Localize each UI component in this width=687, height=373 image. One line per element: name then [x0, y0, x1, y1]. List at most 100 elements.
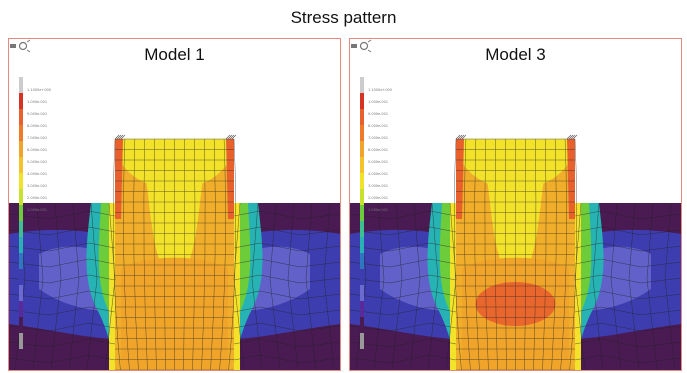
legend-color-swatch	[360, 125, 364, 141]
mesh-line-vertical	[153, 138, 157, 370]
support-hatch	[231, 134, 237, 140]
mesh-line-substrate	[350, 290, 457, 300]
legend-value-label: 2.000e-001	[27, 196, 47, 200]
legend-value-label: 1.000e-001	[368, 100, 388, 104]
eye-icon[interactable]	[9, 39, 31, 53]
mesh-line-substrate	[9, 306, 116, 316]
mesh-grid	[350, 138, 681, 370]
model-1-panel: Model 1 1.1000e+000 1.000e-001 9.000e-001 8…	[8, 38, 341, 371]
legend-color-swatch	[360, 93, 364, 109]
mesh-line-vertical	[464, 138, 471, 370]
mesh-line-substrate	[9, 322, 116, 332]
legend-color-swatch	[360, 285, 364, 301]
mesh-line-vertical	[453, 138, 462, 370]
mesh-line-substrate	[350, 274, 457, 284]
mesh-line-vertical	[569, 138, 578, 370]
mesh-line-substrate	[574, 322, 681, 332]
mesh-line-substrate	[350, 210, 457, 220]
right-corner-stress	[226, 139, 234, 219]
mesh-line-vertical	[542, 138, 547, 370]
mesh-line-substrate	[350, 306, 457, 316]
legend-value-label: 7.000e-001	[27, 136, 47, 140]
support-hatch	[229, 134, 235, 140]
mesh-line-substrate	[350, 258, 457, 268]
legend-color-swatch	[19, 237, 23, 253]
legend-value-label: 2.000e-001	[368, 196, 388, 200]
support-hatch	[461, 134, 467, 140]
mesh-line-substrate	[233, 354, 340, 364]
legend-color-swatch	[360, 317, 364, 333]
legend-color-swatch	[360, 205, 364, 221]
mesh-line-substrate	[50, 202, 62, 370]
mesh-line-substrate	[233, 210, 340, 220]
mesh-line-substrate	[233, 258, 340, 268]
legend-value-label: 1.000e-001	[27, 208, 47, 212]
legend-value-label: 5.000e-001	[368, 160, 388, 164]
stress-contour-plot: 1.1000e+000 1.000e-001 9.000e-001 8.000e-00…	[9, 77, 340, 370]
figure-title: Stress pattern	[290, 8, 397, 27]
legend-color-swatch	[360, 157, 364, 173]
mesh-line-substrate	[574, 338, 681, 348]
mesh-line-substrate	[323, 202, 335, 370]
mesh-line-substrate	[391, 202, 403, 370]
mesh-line-substrate	[373, 202, 385, 370]
legend-color-swatch	[19, 189, 23, 205]
legend-color-swatch	[19, 221, 23, 237]
mesh-grid	[9, 138, 340, 370]
eye-icon[interactable]	[350, 39, 372, 53]
support-hatch	[459, 134, 465, 140]
mesh-line-vertical	[484, 138, 489, 370]
legend-value-label: 3.000e-001	[368, 184, 388, 188]
mesh-line-substrate	[664, 202, 676, 370]
support-hatch	[572, 134, 578, 140]
mesh-line-substrate	[350, 338, 457, 348]
mesh-line-substrate	[233, 322, 340, 332]
boundary-support	[114, 134, 237, 140]
support-hatch	[116, 134, 122, 140]
color-legend: 1.1000e+000 1.000e-001 9.000e-001 8.000e-00…	[360, 77, 392, 349]
legend-color-swatch	[360, 269, 364, 285]
mesh-line-substrate	[610, 202, 622, 370]
legend-color-swatch	[19, 253, 23, 269]
legend-value-label: 6.000e-001	[27, 148, 47, 152]
support-hatch	[227, 134, 233, 140]
model-1-title: Model 1	[144, 45, 205, 64]
mesh-line-substrate	[592, 202, 604, 370]
legend-value-label: 6.000e-001	[368, 148, 388, 152]
mesh-line-substrate	[287, 202, 299, 370]
mesh-line-substrate	[409, 202, 421, 370]
legend-value-label: 9.000e-001	[368, 112, 388, 116]
mesh-line-substrate	[427, 202, 439, 370]
legend-value-label: 3.000e-001	[27, 184, 47, 188]
legend-color-swatch	[19, 141, 23, 157]
mesh-line-substrate	[574, 242, 681, 252]
mesh-line-substrate	[251, 202, 263, 370]
mesh-line-substrate	[233, 338, 340, 348]
mesh-line-vertical	[143, 138, 148, 370]
legend-value-label: 5.000e-001	[27, 160, 47, 164]
mesh-line-substrate	[350, 354, 457, 364]
legend-color-swatch	[19, 285, 23, 301]
support-hatch	[120, 134, 126, 140]
mesh-line-substrate	[350, 242, 457, 252]
legend-color-swatch	[360, 77, 364, 93]
legend-color-swatch	[19, 125, 23, 141]
legend-color-swatch	[360, 141, 364, 157]
legend-color-swatch	[360, 189, 364, 205]
mesh-line-substrate	[574, 210, 681, 220]
left-corner-stress	[456, 139, 464, 219]
legend-color-swatch	[360, 173, 364, 189]
legend-value-label: 1.000e-001	[368, 208, 388, 212]
mesh-line-substrate	[628, 202, 640, 370]
mesh-line-vertical	[183, 138, 185, 370]
legend-value-label: 8.000e-001	[27, 124, 47, 128]
legend-color-swatch	[19, 157, 23, 173]
legend-color-swatch	[19, 109, 23, 125]
mesh-line-substrate	[9, 258, 116, 268]
mesh-line-substrate	[350, 322, 457, 332]
mesh-line-substrate	[305, 202, 317, 370]
legend-color-swatch	[360, 221, 364, 237]
mesh-line-vertical	[524, 138, 526, 370]
mesh-line-substrate	[574, 202, 586, 370]
mesh-line-substrate	[233, 274, 340, 284]
